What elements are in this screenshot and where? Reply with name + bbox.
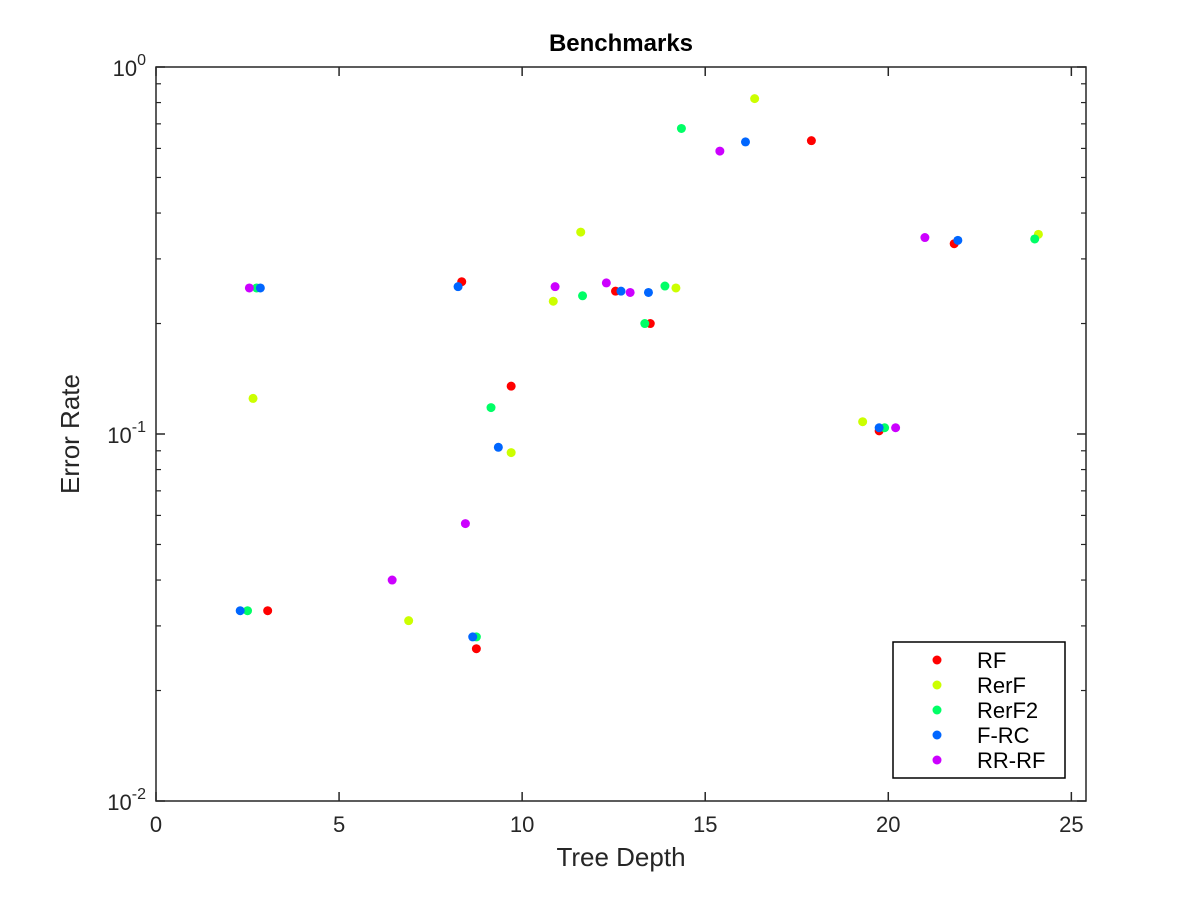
data-point [471,644,481,654]
data-point [920,233,930,243]
data-point [671,283,681,293]
data-point [601,278,611,288]
x-axis-label: Tree Depth [556,842,685,872]
data-point [576,227,586,237]
data-point [640,319,650,329]
data-point [891,423,901,433]
legend-label: RF [977,648,1006,673]
x-tick-label: 0 [150,812,162,837]
data-point [453,282,463,292]
legend-marker [932,730,942,740]
y-axis: 100 10-1 10-2 [107,52,1086,815]
data-point [460,519,470,529]
y-tick-label: 100 [113,52,146,81]
data-point [493,442,503,452]
legend-label: RR-RF [977,748,1045,773]
x-tick-label: 25 [1059,812,1083,837]
x-tick-label: 20 [876,812,900,837]
data-point [243,606,253,616]
data-point [486,403,496,413]
chart-title: Benchmarks [549,30,693,57]
data-points [235,94,1043,654]
data-point [387,575,397,585]
x-tick-label: 15 [693,812,717,837]
legend-marker [932,655,942,665]
x-axis: 0 5 10 15 20 25 [150,67,1084,837]
data-point [248,393,258,403]
x-tick-label: 10 [510,812,534,837]
data-point [550,282,560,292]
legend-marker [932,705,942,715]
data-point [263,606,273,616]
data-point [740,137,750,147]
data-point [858,417,868,427]
legend-marker [932,755,942,765]
series-f-rc [235,137,963,642]
data-point [235,606,245,616]
legend-label: RerF [977,673,1026,698]
y-axis-label: Error Rate [55,374,85,494]
series-rr-rf [244,146,930,585]
data-point [548,296,558,306]
data-point [468,632,478,642]
data-point [616,286,626,296]
data-point [676,123,686,133]
legend-marker [932,680,942,690]
y-tick-label: 10-1 [107,419,146,448]
x-tick-label: 5 [333,812,345,837]
data-point [625,287,635,297]
data-point [750,94,760,104]
data-point [404,616,414,626]
data-point [715,146,725,156]
data-point [244,283,254,293]
data-point [953,235,963,245]
legend-box [892,641,1066,779]
legend-label: F-RC [977,723,1030,748]
data-point [1030,234,1040,244]
data-point [506,448,516,458]
legend-label: RerF2 [977,698,1038,723]
data-point [578,291,588,301]
data-point [806,136,816,146]
data-point [506,381,516,391]
data-point [255,283,265,293]
data-point [874,423,884,433]
data-point [660,281,670,291]
data-point [643,287,653,297]
y-tick-label: 10-2 [107,786,146,815]
